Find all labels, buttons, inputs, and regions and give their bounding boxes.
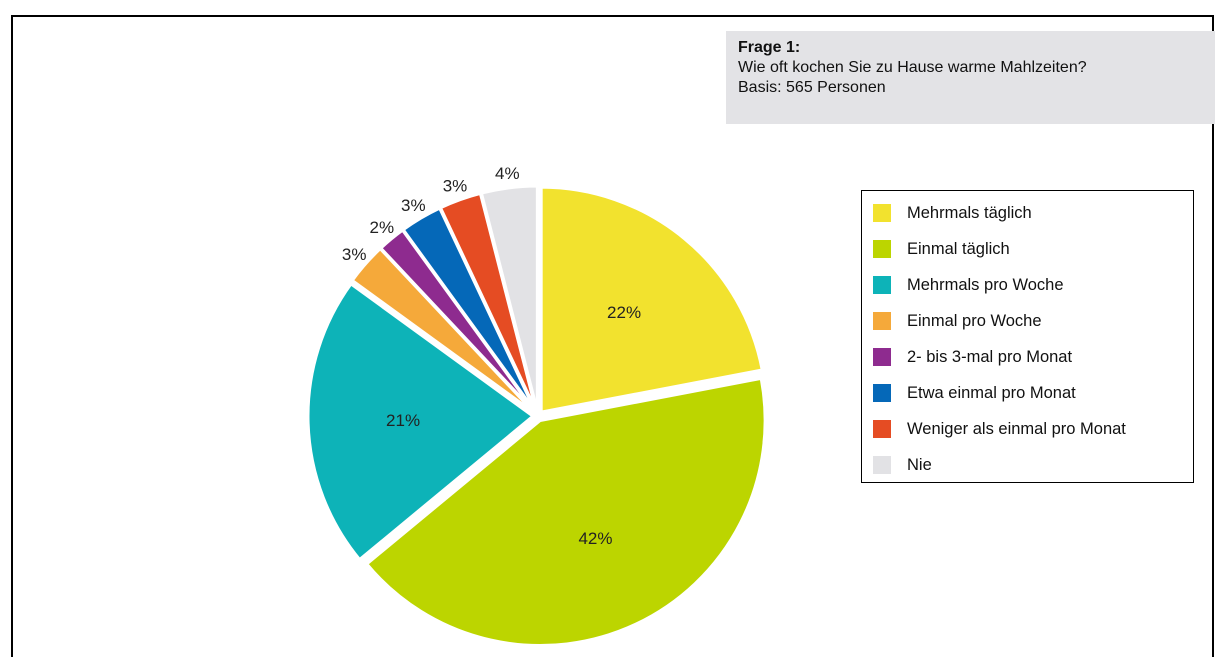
- slice-value-label: 3%: [443, 176, 468, 195]
- legend-item: 2- bis 3-mal pro Monat: [873, 347, 1072, 367]
- slice-value-label: 3%: [401, 196, 426, 215]
- legend-label: 2- bis 3-mal pro Monat: [907, 347, 1073, 366]
- legend-swatch: [873, 204, 891, 222]
- question-info-box: Frage 1: Wie oft kochen Sie zu Hause war…: [726, 31, 1215, 124]
- legend-item: Nie: [873, 455, 932, 475]
- slice-value-label: 3%: [342, 245, 367, 264]
- legend-label: Einmal täglich: [907, 239, 1010, 258]
- legend-label: Etwa einmal pro Monat: [907, 383, 1076, 402]
- legend-label: Mehrmals täglich: [907, 203, 1032, 222]
- slice-value-label: 21%: [386, 411, 420, 430]
- figure-frame: [11, 15, 1214, 657]
- slice-value-label: 4%: [495, 164, 520, 183]
- chart-legend: Mehrmals täglich Einmal täglich Mehrmals p…: [861, 190, 1194, 483]
- pie-slice: [364, 376, 767, 648]
- legend-item: Einmal pro Woche: [873, 311, 1042, 331]
- legend-item: Einmal täglich: [873, 239, 1010, 259]
- legend-item: Weniger als einmal pro Monat: [873, 419, 1126, 439]
- pie-slice: [306, 281, 536, 562]
- slice-value-label: 2%: [370, 218, 395, 237]
- legend-swatch: [873, 240, 891, 258]
- legend-item: Mehrmals täglich: [873, 203, 1032, 223]
- legend-label: Einmal pro Woche: [907, 311, 1042, 330]
- legend-label: Weniger als einmal pro Monat: [907, 419, 1126, 438]
- legend-swatch: [873, 456, 891, 474]
- legend-label: Nie: [907, 455, 932, 474]
- slice-value-label: 42%: [578, 529, 612, 548]
- question-text: Wie oft kochen Sie zu Hause warme Mahlze…: [738, 59, 1087, 76]
- pie-slice: [479, 184, 539, 412]
- question-number: Frage 1:: [738, 39, 801, 56]
- legend-item: Mehrmals pro Woche: [873, 275, 1064, 295]
- legend-swatch: [873, 276, 891, 294]
- pie-slice: [539, 185, 764, 414]
- legend-swatch: [873, 384, 891, 402]
- legend-swatch: [873, 348, 891, 366]
- legend-swatch: [873, 420, 891, 438]
- question-basis: Basis: 565 Personen: [738, 79, 886, 96]
- legend-label: Mehrmals pro Woche: [907, 275, 1064, 294]
- slice-value-label: 22%: [607, 303, 641, 322]
- legend-item: Etwa einmal pro Monat: [873, 383, 1076, 403]
- legend-swatch: [873, 312, 891, 330]
